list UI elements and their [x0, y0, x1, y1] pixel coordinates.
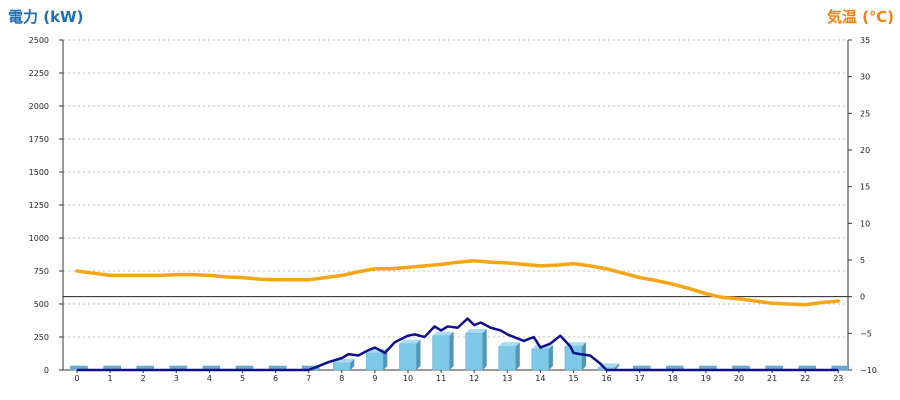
- power-bar-side: [515, 342, 520, 370]
- x-tick-label: 23: [833, 374, 843, 383]
- temperature-line: [75, 258, 841, 307]
- x-tick-label: 13: [502, 374, 512, 383]
- power-bar-side: [548, 344, 553, 370]
- power-bar-side: [416, 339, 421, 370]
- power-bar-side: [482, 329, 487, 370]
- right-axis-title: 気温 (℃): [826, 8, 894, 26]
- power-bar: [366, 352, 384, 371]
- x-tick-label: 6: [273, 374, 278, 383]
- x-tick-label: 9: [372, 374, 377, 383]
- power-bar-side: [615, 363, 620, 370]
- power-bar-side: [582, 342, 586, 370]
- y-right-tick-label: 0: [860, 293, 865, 302]
- power-bar-top: [432, 331, 454, 336]
- x-tick-label: 1: [108, 374, 113, 383]
- x-tick-label: 19: [701, 374, 711, 383]
- y-left-tick-label: 1750: [29, 135, 49, 144]
- x-tick-label: 12: [469, 374, 479, 383]
- x-tick-label: 5: [240, 374, 245, 383]
- x-tick-label: 0: [74, 374, 79, 383]
- y-left-tick-label: 250: [34, 333, 49, 342]
- x-tick-label: 7: [306, 374, 311, 383]
- power-bar: [564, 345, 583, 371]
- power-bar: [399, 343, 417, 371]
- y-right-tick-label: 30: [860, 73, 870, 82]
- x-tick-label: 22: [800, 374, 810, 383]
- y-right-tick-label: −5: [860, 329, 872, 338]
- y-right-tick-label: −10: [860, 366, 877, 375]
- power-bar: [498, 345, 517, 371]
- power-bar-top: [399, 339, 421, 344]
- x-tick-label: 20: [734, 374, 744, 383]
- x-tick-label: 14: [535, 374, 545, 383]
- y-left-tick-label: 2250: [29, 69, 49, 78]
- y-right-tick-label: 20: [860, 146, 870, 155]
- power-bar-top: [465, 329, 487, 334]
- power-bar-side: [350, 358, 355, 370]
- x-tick-label: 10: [403, 374, 413, 383]
- y-left-tick-label: 1000: [29, 234, 49, 243]
- x-tick-label: 11: [436, 374, 446, 383]
- x-tick-label: 21: [767, 374, 777, 383]
- y-right-tick-label: 5: [860, 256, 865, 265]
- x-tick-label: 16: [602, 374, 612, 383]
- y-right-tick-label: 15: [860, 183, 870, 192]
- y-right-tick-label: 10: [860, 219, 870, 228]
- y-right-tick-label: 35: [860, 36, 870, 45]
- x-tick-label: 2: [141, 374, 146, 383]
- power-bar: [333, 362, 351, 371]
- y-left-tick-label: 2500: [29, 36, 49, 45]
- power-bar-base: [831, 365, 850, 371]
- x-tick-label: 8: [339, 374, 344, 383]
- power-bar: [432, 335, 450, 371]
- y-left-tick-label: 1250: [29, 201, 49, 210]
- x-tick-label: 15: [568, 374, 578, 383]
- x-tick-label: 18: [668, 374, 678, 383]
- power-bar: [465, 332, 483, 371]
- y-left-tick-label: 2000: [29, 102, 49, 111]
- power-bar-side: [449, 331, 454, 370]
- power-bar-side: [383, 348, 388, 370]
- y-left-tick-label: 750: [34, 267, 49, 276]
- power-bar: [531, 348, 550, 371]
- left-axis-title: 電力 (kW): [8, 8, 84, 26]
- x-tick-label: 3: [174, 374, 179, 383]
- power-bar-top: [498, 342, 520, 347]
- x-tick-label: 4: [207, 374, 212, 383]
- y-left-tick-label: 500: [34, 300, 49, 309]
- y-left-tick-label: 0: [44, 366, 49, 375]
- y-right-tick-label: 25: [860, 109, 870, 118]
- power-line: [77, 317, 839, 372]
- y-left-tick-label: 1500: [29, 168, 49, 177]
- x-tick-label: 17: [635, 374, 645, 383]
